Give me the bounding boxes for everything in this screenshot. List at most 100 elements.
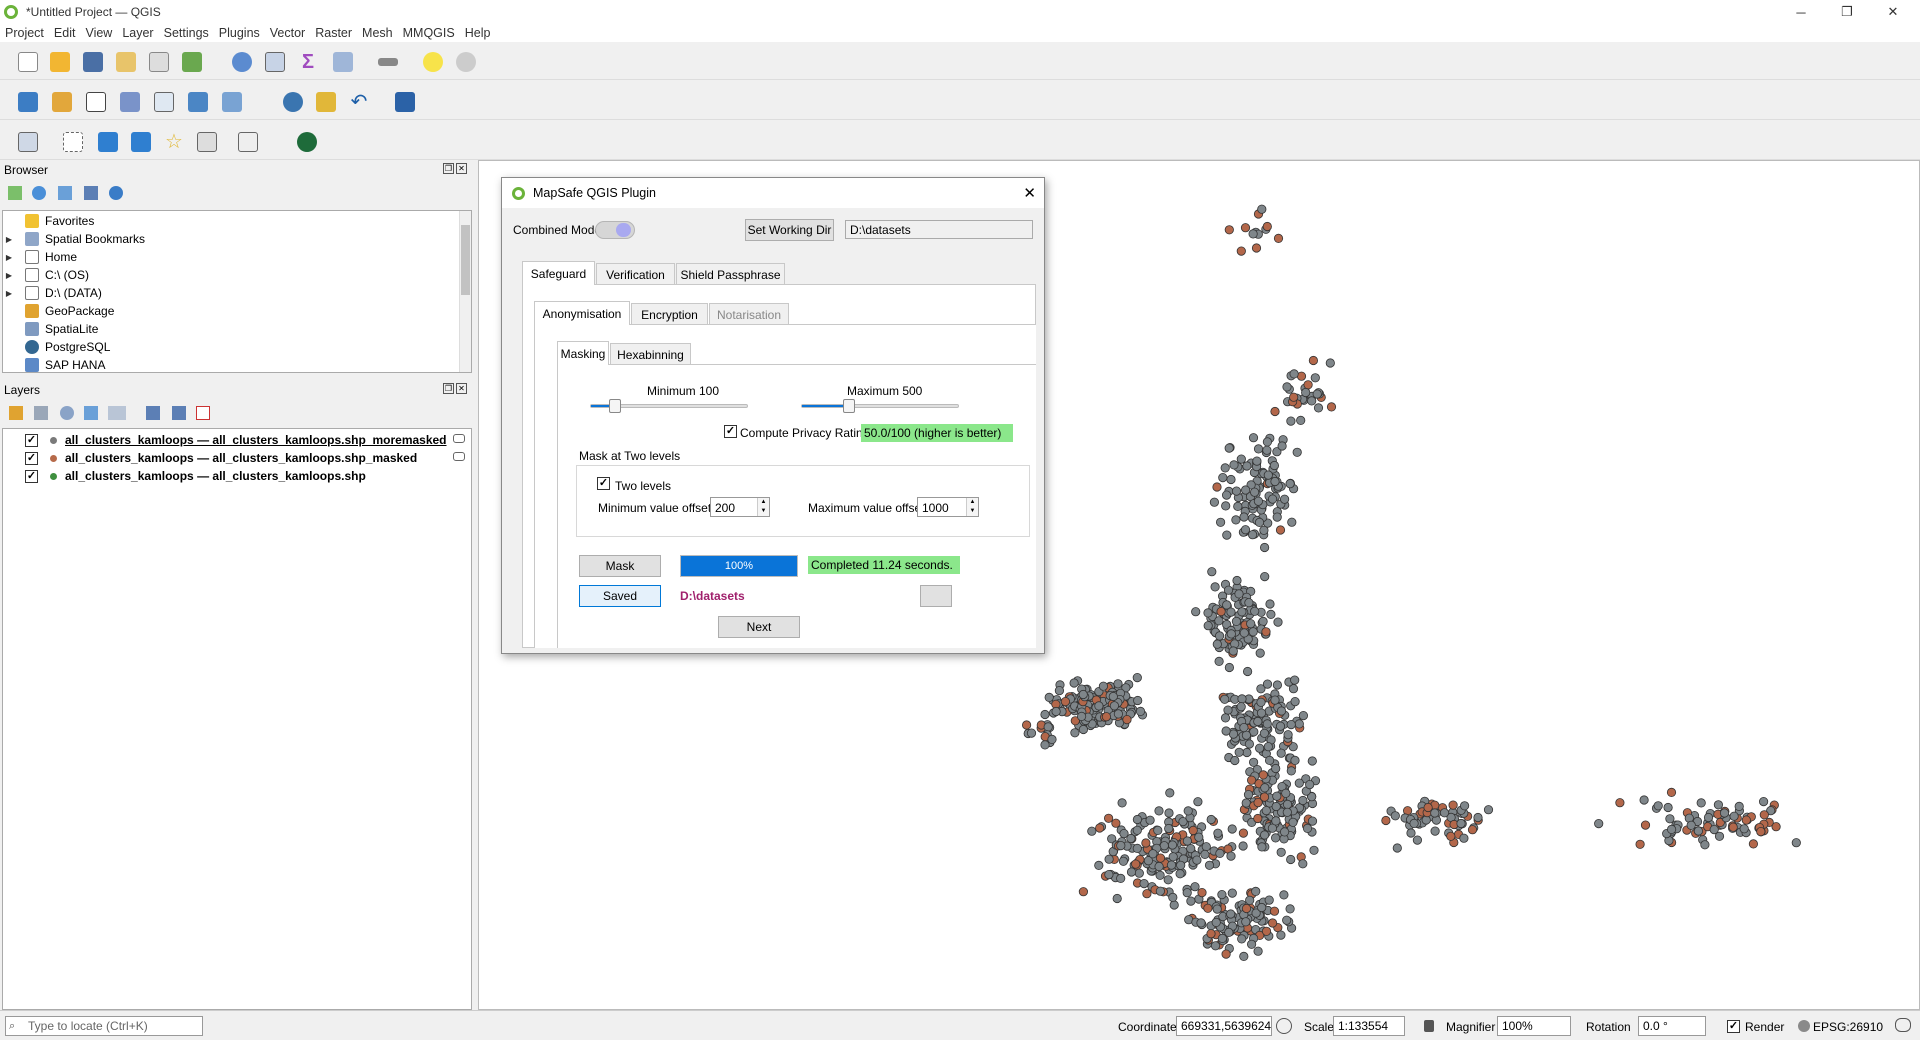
render-checkbox[interactable]: ✓ bbox=[1727, 1020, 1740, 1033]
measure-icon[interactable] bbox=[375, 49, 401, 75]
browser-item-spatial-bookmarks[interactable]: ▶ Spatial Bookmarks bbox=[3, 230, 145, 248]
add-raster-icon[interactable] bbox=[185, 89, 211, 115]
filter-legend-icon[interactable] bbox=[84, 406, 98, 420]
mapsafe-plugin-icon[interactable] bbox=[294, 129, 320, 155]
maximum-slider[interactable] bbox=[801, 399, 959, 413]
browser-item-d-drive[interactable]: ▶ D:\ (DATA) bbox=[3, 284, 102, 302]
undo-icon[interactable]: ↶ bbox=[350, 91, 368, 113]
style-manager-icon[interactable] bbox=[179, 49, 205, 75]
save-project-icon[interactable] bbox=[80, 49, 106, 75]
add-virtual-layer-icon[interactable] bbox=[219, 89, 245, 115]
manage-themes-icon[interactable] bbox=[60, 406, 74, 420]
menu-mesh[interactable]: Mesh bbox=[362, 26, 393, 40]
browser-item-spatialite[interactable]: SpatiaLite bbox=[3, 320, 98, 338]
menu-vector[interactable]: Vector bbox=[269, 26, 306, 40]
add-delimited-text-icon[interactable] bbox=[117, 89, 143, 115]
crs-button[interactable]: EPSG:26910 bbox=[1813, 1020, 1884, 1034]
locator-settings-icon[interactable] bbox=[453, 49, 479, 75]
add-vector-icon[interactable] bbox=[83, 89, 109, 115]
locate-search-input[interactable]: Type to locate (Ctrl+K) bbox=[5, 1016, 203, 1036]
working-dir-field[interactable]: D:\datasets bbox=[845, 220, 1033, 239]
browser-item-sap-hana[interactable]: SAP HANA bbox=[3, 356, 105, 374]
layer-visibility-checkbox[interactable]: ✓ bbox=[25, 433, 38, 447]
expand-all-icon[interactable] bbox=[146, 406, 160, 420]
tab-encryption[interactable]: Encryption bbox=[631, 303, 708, 325]
magnifier-field[interactable]: 100% bbox=[1497, 1016, 1571, 1036]
tab-hexabinning[interactable]: Hexabinning bbox=[610, 343, 691, 365]
next-button[interactable]: Next bbox=[718, 616, 800, 638]
expression-filter-icon[interactable] bbox=[108, 406, 126, 420]
rotation-field[interactable]: 0.0 ° bbox=[1638, 1016, 1706, 1036]
browser-item-home[interactable]: ▶ Home bbox=[3, 248, 77, 266]
save-edits-icon[interactable] bbox=[392, 89, 418, 115]
menu-help[interactable]: Help bbox=[464, 26, 491, 40]
compute-privacy-checkbox[interactable]: ✓ bbox=[724, 425, 737, 438]
map-tips-icon[interactable] bbox=[420, 49, 446, 75]
layer-row-masked[interactable]: ✓ all_clusters_kamloops — all_clusters_k… bbox=[25, 449, 417, 467]
layout-manager-icon[interactable] bbox=[113, 49, 139, 75]
spin-arrows-icon[interactable]: ▲ ▼ bbox=[757, 498, 769, 516]
browser-item-postgresql[interactable]: PostgreSQL bbox=[3, 338, 110, 356]
python-console-icon[interactable] bbox=[280, 89, 306, 115]
browser-item-geopackage[interactable]: GeoPackage bbox=[3, 302, 114, 320]
tab-anonymisation[interactable]: Anonymisation bbox=[534, 301, 630, 325]
text-format-icon[interactable] bbox=[235, 129, 261, 155]
browser-item-c-drive[interactable]: ▶ C:\ (OS) bbox=[3, 266, 89, 284]
menu-project[interactable]: Project bbox=[5, 26, 44, 40]
tab-shield-passphrase[interactable]: Shield Passphrase bbox=[676, 263, 785, 285]
close-panel-icon[interactable]: ✕ bbox=[456, 163, 467, 174]
select-features-icon[interactable] bbox=[60, 129, 86, 155]
layer-indicator-icon[interactable] bbox=[453, 434, 465, 443]
tab-safeguard[interactable]: Safeguard bbox=[522, 261, 595, 285]
refresh-icon[interactable] bbox=[32, 186, 46, 200]
menu-view[interactable]: View bbox=[85, 26, 113, 40]
two-levels-checkbox[interactable]: ✓ bbox=[597, 477, 610, 490]
coordinate-field[interactable]: 669331,5639624 bbox=[1176, 1016, 1272, 1036]
lock-scale-icon[interactable] bbox=[1424, 1020, 1434, 1032]
open-folder-button[interactable] bbox=[920, 585, 952, 607]
remove-layer-icon[interactable] bbox=[196, 406, 210, 420]
maximum-slider-handle[interactable] bbox=[843, 399, 856, 413]
toggle-extents-icon[interactable] bbox=[1276, 1018, 1292, 1034]
combined-mode-toggle[interactable] bbox=[595, 221, 635, 239]
layer-visibility-checkbox[interactable]: ✓ bbox=[25, 469, 38, 483]
menu-edit[interactable]: Edit bbox=[53, 26, 76, 40]
new-project-icon[interactable] bbox=[15, 49, 41, 75]
mask-button[interactable]: Mask bbox=[579, 555, 661, 577]
open-project-icon[interactable] bbox=[47, 49, 73, 75]
statistics-icon[interactable] bbox=[330, 49, 356, 75]
identify-icon[interactable] bbox=[229, 49, 255, 75]
close-icon[interactable]: ✕ bbox=[1023, 185, 1036, 202]
properties-icon[interactable] bbox=[109, 186, 123, 200]
layer-indicator-icon[interactable] bbox=[453, 452, 465, 461]
add-geopackage-icon[interactable] bbox=[49, 89, 75, 115]
restore-icon[interactable]: ❐ bbox=[1841, 4, 1853, 19]
menu-settings[interactable]: Settings bbox=[163, 26, 209, 40]
layer-visibility-checkbox[interactable]: ✓ bbox=[25, 451, 38, 465]
scrollbar-thumb[interactable] bbox=[461, 225, 470, 295]
digitize-icon[interactable] bbox=[313, 89, 339, 115]
min-offset-spinbox[interactable]: 200 ▲ ▼ bbox=[710, 497, 770, 517]
close-window-icon[interactable]: ✕ bbox=[1887, 4, 1899, 19]
menu-plugins[interactable]: Plugins bbox=[218, 26, 260, 40]
close-panel-icon[interactable]: ✕ bbox=[456, 383, 467, 394]
tab-masking[interactable]: Masking bbox=[557, 341, 609, 365]
layer-row-moremasked[interactable]: ✓ all_clusters_kamloops — all_clusters_k… bbox=[25, 431, 447, 449]
minimize-icon[interactable]: ─ bbox=[1796, 4, 1806, 20]
add-favorite-icon[interactable]: ☆ bbox=[165, 131, 183, 153]
add-ring-icon[interactable] bbox=[128, 129, 154, 155]
collapse-all-icon[interactable] bbox=[172, 406, 186, 420]
menu-raster[interactable]: Raster bbox=[315, 26, 353, 40]
expand-icon[interactable]: ▶ bbox=[5, 234, 13, 244]
float-icon[interactable]: ❐ bbox=[443, 163, 454, 174]
browser-scrollbar[interactable] bbox=[459, 211, 471, 372]
minimum-slider-handle[interactable] bbox=[608, 399, 621, 413]
collapse-all-icon[interactable] bbox=[84, 186, 98, 200]
style-panel-icon[interactable] bbox=[9, 406, 23, 420]
label-tool-icon[interactable] bbox=[15, 129, 41, 155]
text-annotation-icon[interactable] bbox=[194, 129, 220, 155]
expand-icon[interactable]: ▶ bbox=[5, 270, 13, 280]
field-calculator-icon[interactable]: Σ bbox=[301, 51, 314, 73]
add-wms-icon[interactable] bbox=[151, 89, 177, 115]
browser-item-favorites[interactable]: Favorites bbox=[3, 212, 94, 230]
